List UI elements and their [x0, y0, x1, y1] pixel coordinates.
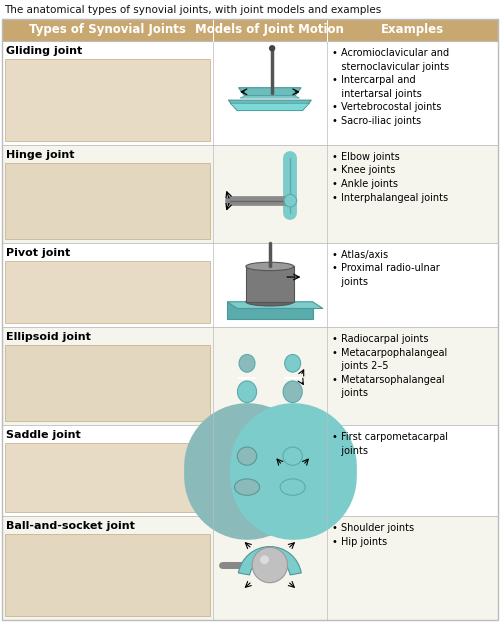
Ellipse shape	[280, 479, 305, 495]
Text: • Shoulder joints
• Hip joints: • Shoulder joints • Hip joints	[332, 523, 414, 547]
Polygon shape	[227, 302, 323, 309]
Text: Saddle joint: Saddle joint	[6, 430, 81, 440]
Text: Gliding joint: Gliding joint	[6, 46, 82, 56]
Circle shape	[260, 555, 269, 564]
Bar	[5, 534, 210, 616]
Ellipse shape	[239, 355, 255, 372]
Ellipse shape	[284, 355, 300, 372]
Bar	[246, 266, 294, 302]
Ellipse shape	[238, 447, 256, 465]
Ellipse shape	[283, 381, 302, 402]
Ellipse shape	[283, 447, 302, 465]
Bar	[5, 59, 210, 141]
Text: Examples: Examples	[381, 24, 444, 37]
Bar	[5, 443, 210, 513]
Bar	[2, 145, 498, 243]
Text: • Radiocarpal joints
• Metacarpophalangeal
   joints 2–5
• Metatarsophalangeal
 : • Radiocarpal joints • Metacarpophalange…	[332, 334, 447, 399]
Text: Hinge joint: Hinge joint	[6, 150, 74, 160]
Bar	[5, 345, 210, 421]
Ellipse shape	[246, 297, 294, 306]
Bar	[5, 261, 210, 323]
Wedge shape	[238, 547, 302, 575]
Text: • First carpometacarpal
   joints: • First carpometacarpal joints	[332, 432, 448, 456]
Text: • Elbow joints
• Knee joints
• Ankle joints
• Interphalangeal joints: • Elbow joints • Knee joints • Ankle joi…	[332, 152, 448, 203]
Text: Types of Synovial Joints: Types of Synovial Joints	[29, 24, 186, 37]
Text: Ellipsoid joint: Ellipsoid joint	[6, 332, 91, 342]
Bar	[2, 41, 498, 145]
Bar	[2, 516, 498, 620]
Ellipse shape	[234, 479, 260, 495]
Bar	[2, 243, 498, 327]
Bar	[2, 19, 498, 41]
Polygon shape	[228, 100, 312, 111]
Text: • Acromioclavicular and
   sternoclavicular joints
• Intercarpal and
   intertar: • Acromioclavicular and sternoclavicular…	[332, 48, 449, 126]
Polygon shape	[230, 103, 310, 111]
Bar	[5, 163, 210, 239]
Text: Pivot joint: Pivot joint	[6, 248, 70, 258]
Circle shape	[270, 46, 274, 51]
Text: • Atlas/axis
• Proximal radio-ulnar
   joints: • Atlas/axis • Proximal radio-ulnar join…	[332, 250, 440, 287]
Ellipse shape	[246, 262, 294, 271]
Bar	[2, 425, 498, 516]
Ellipse shape	[238, 381, 256, 402]
Circle shape	[284, 195, 296, 207]
Circle shape	[252, 547, 288, 583]
Polygon shape	[238, 88, 301, 96]
Text: Ball-and-socket joint: Ball-and-socket joint	[6, 521, 135, 531]
Text: Models of Joint Motion: Models of Joint Motion	[196, 24, 344, 37]
Bar	[2, 327, 498, 425]
Polygon shape	[227, 302, 312, 318]
Polygon shape	[240, 96, 300, 98]
Text: The anatomical types of synovial joints, with joint models and examples: The anatomical types of synovial joints,…	[4, 5, 382, 15]
